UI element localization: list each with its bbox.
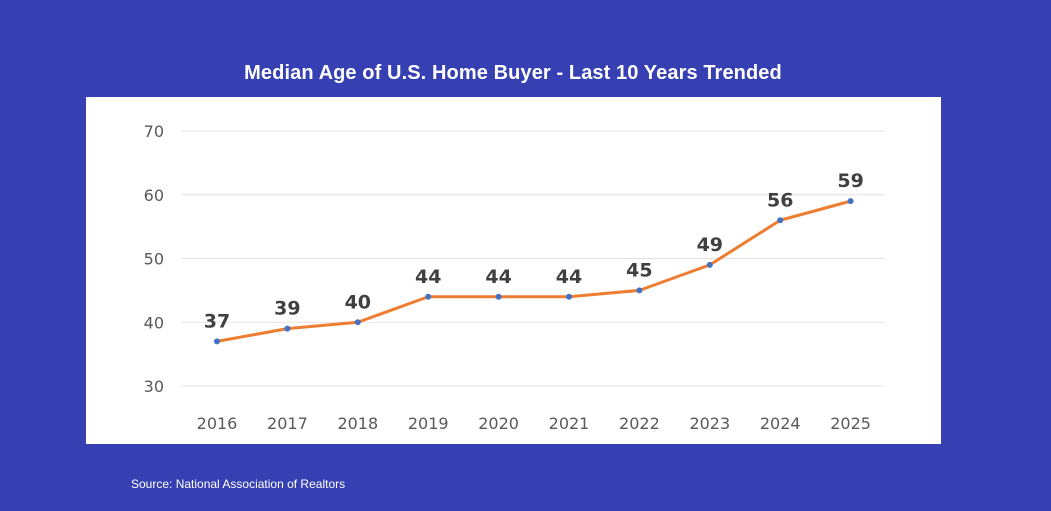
marker-group [214, 198, 854, 345]
data-point [777, 217, 784, 224]
gridlines [181, 130, 885, 387]
data-label: 39 [274, 298, 300, 320]
data-point [214, 338, 220, 345]
y-tick-label: 50 [144, 250, 164, 269]
data-label: 44 [415, 266, 441, 288]
data-label: 44 [485, 266, 511, 288]
data-point [566, 293, 572, 300]
data-label: 45 [626, 259, 652, 281]
data-label: 40 [345, 291, 371, 313]
data-label: 44 [556, 266, 582, 288]
data-label: 59 [837, 170, 863, 192]
x-tick-label: 2021 [549, 414, 590, 433]
data-point [847, 198, 854, 205]
x-tick-label: 2018 [337, 414, 378, 433]
x-tick-label: 2023 [689, 414, 730, 433]
series-line-group [215, 199, 853, 343]
data-point [636, 287, 643, 294]
data-point [284, 325, 291, 332]
x-tick-label: 2024 [760, 414, 801, 433]
data-point [706, 261, 713, 268]
x-tick-label: 2022 [619, 414, 660, 433]
y-tick-label: 60 [144, 186, 164, 205]
data-point [425, 293, 432, 300]
source-note: Source: National Association of Realtors [131, 477, 346, 491]
y-tick-label: 30 [144, 377, 164, 396]
x-axis-ticks: 2016 2017 2018 2019 2020 2021 2022 2023 2024 2025 [197, 414, 871, 433]
x-tick-label: 2016 [197, 414, 238, 433]
y-tick-label: 40 [144, 313, 164, 332]
y-axis-ticks: 30 40 50 60 70 [144, 122, 164, 396]
data-label: 49 [697, 234, 723, 256]
chart-panel: 30 40 50 60 70 2016 2017 2018 2019 2020 2021 2022 2… [86, 97, 941, 444]
data-label: 56 [767, 189, 793, 211]
series-line [215, 199, 853, 343]
data-label-group: 37 39 40 44 44 44 45 49 56 59 [204, 170, 864, 332]
data-point [495, 293, 502, 300]
x-tick-label: 2019 [408, 414, 449, 433]
x-tick-label: 2017 [267, 414, 308, 433]
data-point [354, 319, 361, 326]
chart-title: Median Age of U.S. Home Buyer - Last 10 … [244, 62, 782, 84]
data-label: 37 [204, 310, 230, 332]
x-tick-label: 2020 [478, 414, 519, 433]
y-tick-label: 70 [144, 122, 164, 141]
x-tick-label: 2025 [830, 414, 871, 433]
